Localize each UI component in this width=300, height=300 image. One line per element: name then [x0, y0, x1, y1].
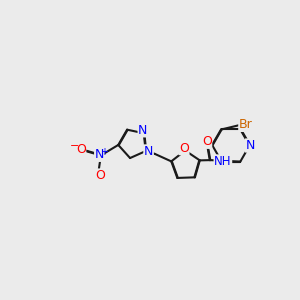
Text: −: − [70, 140, 80, 151]
Text: NH: NH [214, 155, 232, 168]
Text: O: O [179, 142, 189, 154]
Text: Br: Br [239, 118, 253, 131]
Text: N: N [138, 124, 148, 137]
Text: +: + [100, 147, 108, 158]
Text: N: N [245, 139, 255, 152]
Text: N: N [95, 148, 104, 161]
Text: O: O [76, 143, 86, 156]
Text: N: N [144, 145, 153, 158]
Text: O: O [95, 169, 105, 182]
Text: O: O [202, 135, 211, 148]
